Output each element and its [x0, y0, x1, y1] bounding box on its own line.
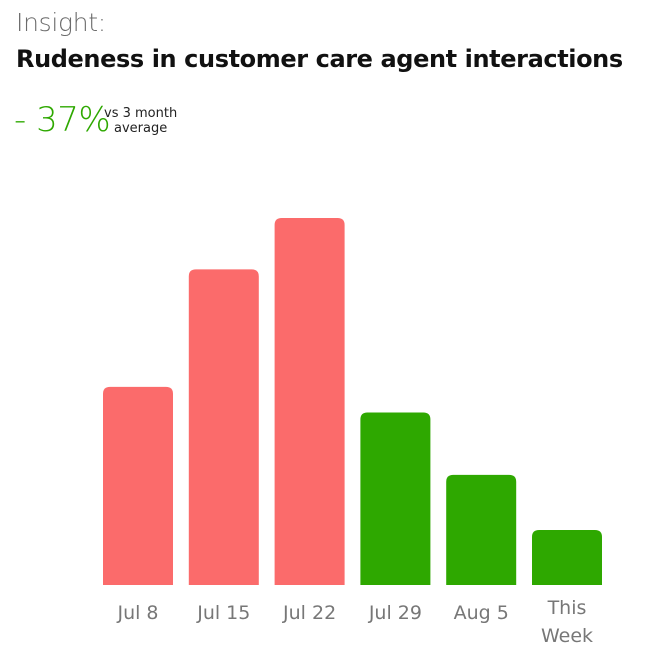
delta-value: - 37%	[14, 100, 111, 140]
delta-caption: vs 3 month average	[104, 106, 177, 136]
x-tick-label-line: This	[547, 597, 587, 619]
x-tick-label-line: Jul 22	[282, 602, 336, 624]
delta-caption-line2: average	[113, 121, 168, 136]
x-tick-label: Jul 22	[282, 602, 336, 624]
insight-label: Insight:	[16, 8, 106, 37]
bar-aug-5	[446, 474, 517, 585]
x-tick-label-line: Jul 29	[368, 602, 422, 624]
x-tick-label-line: Week	[541, 625, 593, 647]
bar-this-week	[532, 529, 602, 585]
chart-title: Rudeness in customer care agent interact…	[16, 45, 623, 73]
bar-jul-15	[188, 269, 259, 585]
bar-jul-29	[360, 412, 431, 585]
x-tick-label: Jul 29	[368, 602, 422, 624]
x-tick-label: This Week	[541, 597, 593, 647]
x-tick-label-line: Jul 8	[116, 602, 158, 624]
x-tick-label-line: Jul 15	[196, 602, 250, 624]
delta-caption-line1: vs 3 month	[104, 106, 178, 121]
bar-jul-22	[274, 218, 345, 585]
x-tick-label: Jul 8	[116, 602, 158, 624]
x-tick-label-line: Aug 5	[454, 602, 509, 624]
x-tick-label: Jul 15	[196, 602, 250, 624]
bar-jul-8	[103, 386, 173, 585]
x-tick-label: Aug 5	[454, 602, 509, 624]
